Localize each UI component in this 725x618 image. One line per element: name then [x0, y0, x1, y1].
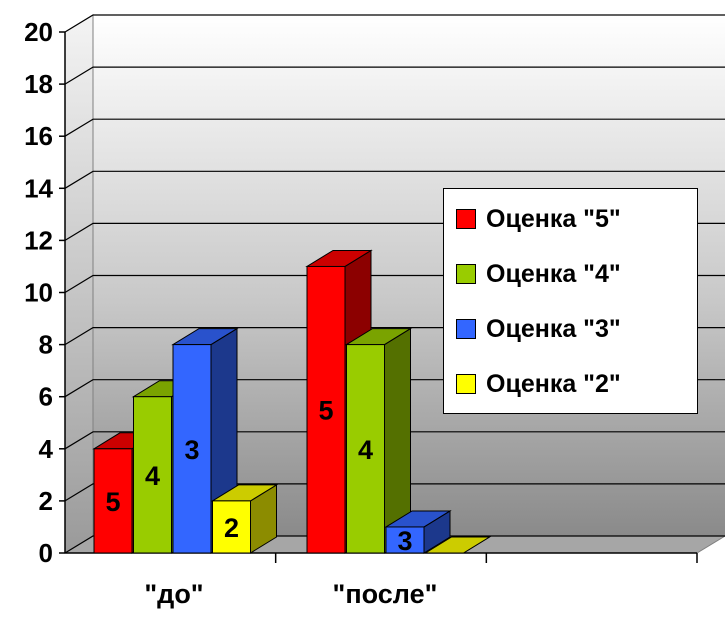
bar-front	[172, 344, 212, 554]
x-tick-label: "после"	[333, 579, 438, 609]
legend: Оценка "5" Оценка "4" Оценка "3" Оценка "2"	[443, 188, 698, 414]
bar-front	[212, 500, 251, 554]
y-tick-label: 10	[24, 278, 53, 308]
gridline	[64, 14, 725, 33]
y-tick-label: 6	[39, 382, 53, 412]
bar-front	[133, 396, 172, 554]
data-label: 3	[397, 526, 412, 556]
gridline	[64, 483, 725, 502]
data-label: 5	[318, 396, 333, 426]
gridline	[64, 66, 725, 85]
legend-swatch	[456, 319, 476, 339]
x-tick-label: "до"	[144, 579, 203, 609]
gridline	[64, 118, 725, 137]
y-tick-label: 14	[24, 173, 53, 203]
bar-front	[346, 344, 385, 554]
data-label: 5	[105, 487, 120, 517]
y-tick-label: 16	[24, 121, 53, 151]
legend-label: Оценка "4"	[486, 259, 621, 288]
legend-item: Оценка "3"	[456, 314, 621, 344]
gridline	[64, 431, 725, 450]
bar: 4	[344, 327, 413, 554]
legend-swatch	[456, 374, 476, 394]
data-label: 3	[184, 435, 199, 465]
y-tick-label: 0	[39, 538, 53, 568]
data-label: 4	[358, 435, 373, 465]
y-tick-label: 12	[24, 225, 53, 255]
legend-item: Оценка "5"	[456, 204, 621, 234]
bar-front	[385, 526, 425, 554]
gridline	[64, 535, 725, 554]
legend-item: Оценка "2"	[456, 369, 621, 399]
legend-label: Оценка "3"	[486, 314, 621, 343]
bar: 3	[384, 510, 452, 556]
legend-swatch	[456, 209, 476, 229]
tick-labels: 0 2 4 6 8 10 12 14 16 18 20 "до" "после"	[24, 17, 437, 609]
y-tick-label: 20	[24, 17, 53, 47]
legend-swatch	[456, 264, 476, 284]
bar-front	[93, 448, 133, 554]
bar: 2	[210, 484, 279, 554]
y-tick-label: 4	[39, 434, 54, 464]
legend-item: Оценка "4"	[456, 259, 621, 289]
bar-front	[306, 265, 346, 554]
data-label: 4	[145, 461, 160, 491]
legend-label: Оценка "5"	[486, 204, 621, 233]
bar	[423, 536, 492, 554]
bar-top	[423, 536, 492, 554]
y-tick-label: 2	[39, 486, 53, 516]
y-tick-label: 18	[24, 69, 53, 99]
legend-label: Оценка "2"	[486, 369, 621, 398]
data-label: 2	[224, 513, 239, 543]
gridline	[64, 170, 725, 189]
y-tick-label: 8	[39, 330, 53, 360]
